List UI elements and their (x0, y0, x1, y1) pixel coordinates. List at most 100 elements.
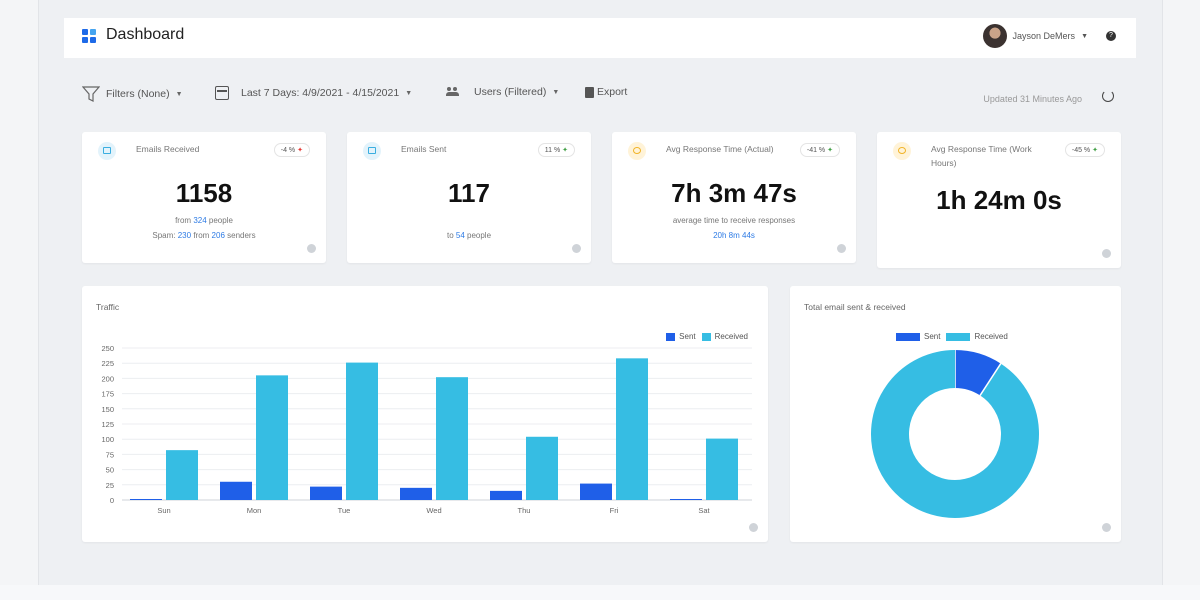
change-badge: -45 % ✦ (1064, 143, 1105, 157)
legend-sent[interactable]: Sent (896, 332, 940, 341)
user-name[interactable]: Jayson DeMers (1012, 31, 1076, 41)
document-icon[interactable] (585, 86, 594, 98)
y-tick-label: 200 (101, 374, 114, 383)
bottom-strip (0, 585, 1200, 600)
y-tick-label: 225 (101, 359, 114, 368)
y-tick-label: 50 (106, 466, 114, 475)
bar-sent-thu[interactable] (490, 490, 522, 500)
legend-received[interactable]: Received (946, 332, 1008, 341)
people-link[interactable]: 54 (455, 231, 465, 240)
filters-dropdown[interactable]: Filters (None) ▼ (82, 86, 183, 102)
y-tick-label: 25 (106, 481, 114, 490)
bar-received-mon[interactable] (256, 375, 288, 500)
bar-received-tue[interactable] (346, 362, 378, 500)
top-bar: Dashboard Jayson DeMers ▼ ? (64, 18, 1136, 58)
question-circle-icon[interactable]: ? (1106, 31, 1116, 41)
kpi-label: Emails Received (136, 144, 200, 154)
avatar[interactable] (982, 24, 1007, 48)
y-tick-label: 0 (110, 496, 114, 505)
x-tick-label: Fri (610, 506, 619, 515)
traffic-panel: Traffic Sent Received 0 25 50 75 100 125 150 17… (82, 286, 768, 542)
refresh-icon[interactable] (1102, 90, 1114, 102)
donut-title: Total email sent & received (804, 302, 906, 312)
trend-up-icon: ✦ (827, 147, 833, 154)
bar-received-thu[interactable] (526, 436, 558, 500)
people-link[interactable]: 324 (193, 216, 207, 225)
date-range-dropdown[interactable]: Last 7 Days: 4/9/2021 - 4/15/2021 ▼ (215, 86, 412, 100)
page-title: Dashboard (106, 26, 185, 43)
kpi-sub: from 324 people (175, 216, 233, 225)
alarm-clock-icon (628, 142, 646, 160)
kpi-sub: average time to receive responses (672, 216, 796, 225)
traffic-legend: Sent Received (666, 332, 748, 341)
spam-link[interactable]: 230 (177, 231, 192, 240)
alarm-clock-icon (893, 142, 911, 160)
envelope-icon (98, 142, 116, 160)
users-dropdown[interactable]: Users (Filtered) ▼ (446, 86, 559, 98)
x-tick-label: Mon (247, 506, 262, 515)
kpi-sub-link: 20h 8m 44s (612, 231, 856, 240)
chevron-down-icon[interactable]: ▼ (552, 88, 560, 96)
chevron-down-icon[interactable]: ▼ (1081, 32, 1088, 40)
calendar-icon[interactable] (215, 86, 229, 100)
filter-icon[interactable] (82, 86, 100, 102)
trend-up-icon: ✦ (1092, 147, 1098, 154)
info-icon[interactable] (307, 244, 316, 253)
slice-sent[interactable] (954, 350, 1001, 396)
users-label[interactable]: Users (Filtered) (474, 86, 547, 98)
x-tick-label: Tue (338, 506, 351, 515)
traffic-bar-chart: 0 25 50 75 100 125 150 175 200 225 250 Sun Mon Tue Wed… (101, 344, 752, 515)
export-label[interactable]: Export (597, 86, 628, 98)
info-icon[interactable] (572, 244, 581, 253)
bar-sent-tue[interactable] (310, 486, 342, 500)
slice-separator (979, 363, 1002, 396)
user-menu[interactable]: Jayson DeMers ▼ ? (982, 24, 1116, 48)
total-email-panel: Total email sent & received Sent Receive… (790, 286, 1121, 542)
info-icon[interactable] (837, 244, 846, 253)
y-tick-label: 125 (101, 420, 114, 429)
bar-received-fri[interactable] (616, 358, 648, 500)
bar-received-sat[interactable] (706, 438, 738, 500)
kpi-card-emails-received: Emails Received -4 % ✦ 1158 from 324 peo… (82, 132, 326, 263)
kpi-card-emails-sent: Emails Sent 11 % ✦ 117 to 54 people (347, 132, 591, 263)
updated-text: Updated 31 Minutes Ago (983, 94, 1082, 104)
kpi-sub: to 54 people (446, 231, 492, 240)
kpi-card-avg-response-actual: Avg Response Time (Actual) -41 % ✦ 7h 3m… (612, 132, 856, 263)
kpi-label: Emails Sent (401, 144, 447, 154)
info-icon[interactable] (1102, 249, 1111, 258)
work-hours-link[interactable]: 20h 8m 44s (713, 231, 755, 240)
bar-sent-sat[interactable] (670, 499, 702, 500)
filters-label[interactable]: Filters (None) (106, 88, 170, 100)
bar-received-sun[interactable] (166, 450, 198, 500)
slice-received[interactable] (871, 350, 1039, 518)
change-badge: -41 % ✦ (799, 143, 840, 157)
bar-received-wed[interactable] (436, 377, 468, 500)
export-button[interactable]: Export (585, 86, 627, 98)
x-tick-label: Sat (698, 506, 710, 515)
kpi-value: 1158 (175, 178, 233, 208)
change-badge: -4 % ✦ (273, 143, 310, 157)
chevron-down-icon[interactable]: ▼ (405, 89, 413, 97)
users-icon[interactable] (446, 87, 460, 97)
bar-sent-fri[interactable] (580, 483, 612, 500)
kpi-sub-spam: Spam: 230 from 206 senders (152, 231, 256, 240)
kpi-label: Avg Response Time (Actual) (666, 144, 774, 154)
change-badge: 11 % ✦ (537, 143, 575, 157)
trend-up-icon: ✦ (562, 147, 568, 154)
toolbar: Filters (None) ▼ Last 7 Days: 4/9/2021 -… (82, 86, 1122, 106)
y-tick-label: 75 (106, 450, 114, 459)
bar-sent-sun[interactable] (130, 499, 162, 500)
info-icon[interactable] (1102, 523, 1111, 532)
info-icon[interactable] (749, 523, 758, 532)
legend-received[interactable]: Received (701, 332, 748, 341)
x-tick-label: Thu (518, 506, 531, 515)
kpi-value: 1h 24m 0s (936, 185, 1062, 215)
chevron-down-icon[interactable]: ▼ (175, 90, 183, 98)
y-tick-label: 250 (101, 344, 114, 353)
traffic-title: Traffic (96, 302, 120, 312)
bar-sent-mon[interactable] (220, 481, 252, 500)
date-range-label[interactable]: Last 7 Days: 4/9/2021 - 4/15/2021 (241, 87, 400, 99)
legend-sent[interactable]: Sent (666, 332, 696, 341)
senders-link[interactable]: 206 (211, 231, 225, 240)
bar-sent-wed[interactable] (400, 487, 432, 500)
